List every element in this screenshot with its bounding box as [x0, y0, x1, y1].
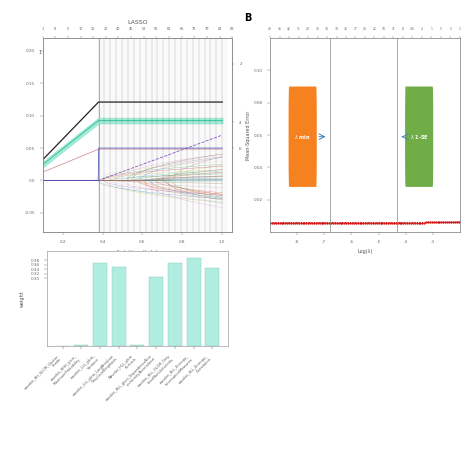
Bar [187, 258, 201, 346]
Bar [99, 38, 226, 232]
Bar [205, 268, 219, 346]
Text: $\lambda$ 1-SE: $\lambda$ 1-SE [410, 133, 428, 141]
Bar [112, 267, 126, 346]
FancyBboxPatch shape [405, 87, 433, 187]
Bar [149, 277, 163, 346]
FancyBboxPatch shape [289, 87, 317, 187]
Text: B: B [244, 13, 252, 23]
Text: 1: 1 [39, 50, 42, 55]
Bar [130, 345, 145, 346]
Y-axis label: Mean-Squared Error: Mean-Squared Error [246, 110, 251, 160]
Y-axis label: weight: weight [20, 290, 25, 307]
Title: LASSO: LASSO [127, 20, 148, 25]
Bar [168, 263, 182, 346]
Bar [93, 263, 107, 346]
Text: $\lambda$ min: $\lambda$ min [294, 133, 311, 141]
X-axis label: |beta|/max|beta|: |beta|/max|beta| [117, 249, 158, 255]
X-axis label: Log(λ): Log(λ) [357, 249, 373, 255]
